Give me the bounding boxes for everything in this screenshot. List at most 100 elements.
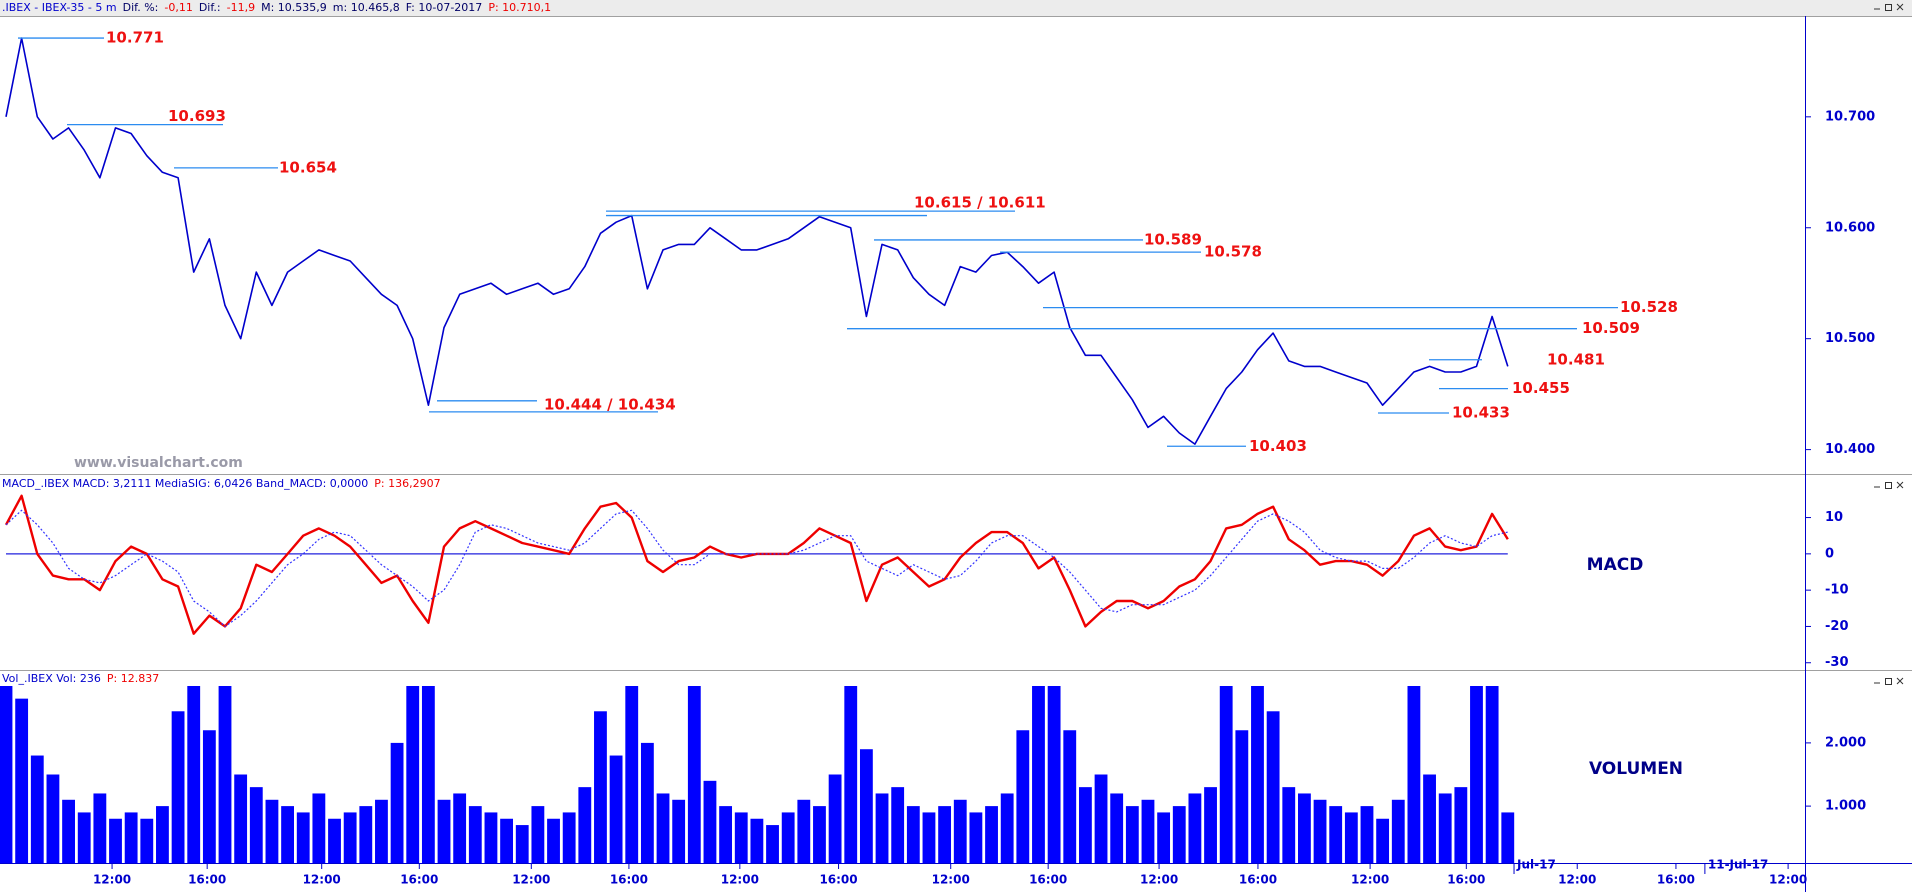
volume-bar: [1423, 774, 1436, 863]
x-tick-label: 16:00: [188, 873, 226, 887]
volume-bar: [124, 812, 138, 863]
volume-bar: [265, 799, 279, 863]
volume-bar: [1141, 799, 1155, 863]
y-tick-label: -30: [1825, 655, 1849, 670]
level-label: 10.444 / 10.434: [544, 395, 676, 413]
volume-bar: [375, 799, 388, 863]
volume-bar: [249, 787, 263, 863]
volume-bar: [46, 774, 60, 863]
volume-bar: [1391, 799, 1405, 863]
volume-bar: [1501, 812, 1515, 863]
volume-bar: [1282, 787, 1296, 863]
x-tick-label: 16:00: [400, 873, 438, 887]
series-line: [5, 509, 1508, 627]
header-item: P: 12.837: [107, 672, 159, 685]
volume-bar: [656, 793, 670, 863]
y-tick-label: 10.700: [1825, 109, 1875, 124]
window-buttons[interactable]: [1874, 3, 1904, 685]
volume-bar: [406, 686, 420, 863]
level-label: 10.528: [1620, 298, 1678, 316]
watermark: www.visualchart.com: [74, 455, 243, 471]
volume-bar: [1110, 793, 1124, 863]
volume-bar: [625, 686, 639, 863]
level-label: 10.654: [279, 158, 337, 176]
volume-bar: [0, 686, 13, 863]
volume-bar: [687, 686, 701, 863]
volume-bar: [1251, 686, 1264, 863]
volume-bar: [140, 818, 154, 863]
volume-bar: [985, 806, 998, 863]
panel-header: MACD_.IBEX MACD: 3,2111 MediaSIG: 6,0426…: [2, 477, 441, 490]
volume-bar: [1016, 730, 1030, 863]
volume-bar: [343, 812, 357, 863]
volume-bar: [1438, 793, 1452, 863]
volume-bar: [1047, 686, 1061, 863]
volume-bar: [1266, 711, 1280, 863]
volume-bar: [547, 818, 560, 863]
volume-bar: [109, 818, 122, 863]
header-item: -11,9: [227, 1, 255, 14]
header-item: M: 10.535,9: [261, 1, 327, 14]
y-tick-label: 10.600: [1825, 220, 1875, 235]
x-tick-label: 16:00: [1447, 873, 1485, 887]
volume-bar: [594, 711, 607, 863]
volume-bar: [969, 812, 983, 863]
volume-bar: [906, 806, 920, 863]
x-tick-label: 12:00: [512, 873, 550, 887]
volume-bar: [1344, 812, 1358, 863]
x-tick-label: 16:00: [1029, 873, 1067, 887]
volume-bar: [484, 812, 498, 863]
plot-area: [4, 494, 1509, 635]
volume-bar: [437, 799, 451, 863]
volume-bar: [640, 742, 654, 863]
volume-bar: [578, 787, 592, 863]
y-tick-label: 1.000: [1825, 799, 1866, 814]
y-tick-label: 2.000: [1825, 735, 1866, 750]
volume-bar: [1172, 806, 1186, 863]
x-tick-label: 12:00: [303, 873, 341, 887]
volume-bar: [703, 780, 717, 863]
header-item: Dif. %:: [123, 1, 159, 14]
volume-bar: [1000, 793, 1014, 863]
volume-bar: [1313, 799, 1327, 863]
date-tick-label: Jul-17: [1516, 858, 1556, 872]
volume-bar: [234, 774, 248, 863]
volume-bar: [1078, 787, 1092, 863]
volume-bar: [421, 686, 435, 863]
volume-bar: [1470, 686, 1483, 863]
level-label: 10.771: [106, 29, 164, 47]
volume-bar: [1235, 730, 1249, 863]
level-label: 10.589: [1144, 230, 1202, 248]
volume-bar: [30, 755, 44, 863]
volume-bar: [312, 793, 326, 863]
volume-bar: [1485, 686, 1499, 863]
volume-bar: [1329, 806, 1343, 863]
volume-bar: [1219, 686, 1233, 863]
volume-bar: [531, 806, 545, 863]
volume-bar: [515, 825, 529, 863]
header-item: MACD_.IBEX MACD: 3,2111 MediaSIG: 6,0426…: [2, 477, 368, 490]
volume-bar: [781, 812, 795, 863]
x-tick-label: 12:00: [932, 873, 970, 887]
volume-bar: [1454, 787, 1468, 863]
level-label: 10.481: [1547, 350, 1605, 368]
x-tick-label: 16:00: [610, 873, 648, 887]
header-item: m: 10.465,8: [333, 1, 400, 14]
volume-bar: [15, 698, 29, 863]
y-tick-label: -20: [1825, 619, 1849, 634]
volume-bar: [156, 806, 169, 863]
volume-bar: [359, 806, 373, 863]
panel-header: Vol_.IBEX Vol: 236 P: 12.837: [2, 672, 159, 685]
volume-bar: [609, 755, 623, 863]
x-tick-label: 16:00: [1657, 873, 1695, 887]
level-label: 10.509: [1582, 319, 1640, 337]
x-tick-label: 12:00: [1769, 873, 1807, 887]
level-label: 10.578: [1204, 243, 1262, 261]
volume-bar: [953, 799, 967, 863]
x-tick-label: 12:00: [93, 873, 131, 887]
volume-bar: [77, 812, 91, 863]
header-item: F: 10-07-2017: [406, 1, 483, 14]
volume-bar: [1063, 730, 1077, 863]
volume-bar: [734, 812, 748, 863]
